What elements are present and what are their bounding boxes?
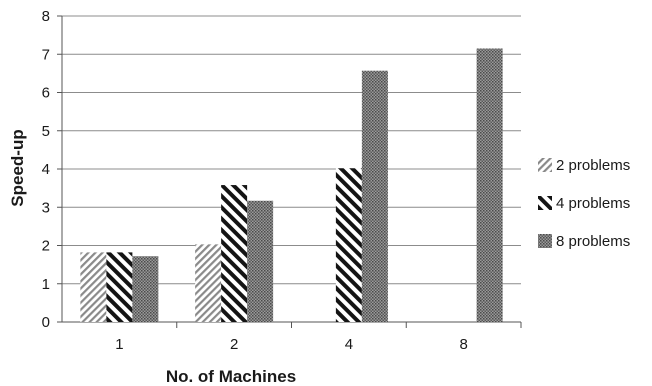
x-tick-label: 8 [459,336,467,353]
legend-label: 2 problems [556,157,630,174]
y-tick-label: 5 [42,123,50,140]
legend-swatch-4-problems [538,196,552,210]
bar-8-problems-4 [362,71,388,322]
bar-2-problems-2 [195,244,221,322]
y-tick-label: 2 [42,238,50,255]
y-tick-label: 3 [42,199,50,216]
bar-4-problems-1 [106,252,132,322]
legend-swatch-2-problems [538,158,552,172]
y-tick-label: 6 [42,85,50,102]
bar-8-problems-8 [477,49,503,322]
bar-2-problems-1 [80,252,106,322]
y-tick-label: 0 [42,314,50,331]
legend: 2 problems 4 problems 8 problems [538,157,630,250]
bar-4-problems-4 [336,168,362,322]
bar-4-problems-2 [221,185,247,322]
legend-label: 8 problems [556,233,630,250]
y-tick-label: 1 [42,276,50,293]
legend-swatch-8-problems [538,234,552,248]
legend-label: 4 problems [556,195,630,212]
y-tick-label: 8 [42,8,50,25]
x-tick-label: 2 [230,336,238,353]
x-tick-label: 4 [345,336,353,353]
y-tick-label: 4 [42,161,50,178]
y-axis-title: Speed-up [8,129,27,206]
gridlines [62,16,521,284]
x-axis-title: No. of Machines [166,367,296,386]
bar-8-problems-1 [132,256,158,322]
y-tick-label: 7 [42,46,50,63]
bar-8-problems-2 [247,201,273,322]
bars [80,49,502,322]
x-tick-label: 1 [115,336,123,353]
